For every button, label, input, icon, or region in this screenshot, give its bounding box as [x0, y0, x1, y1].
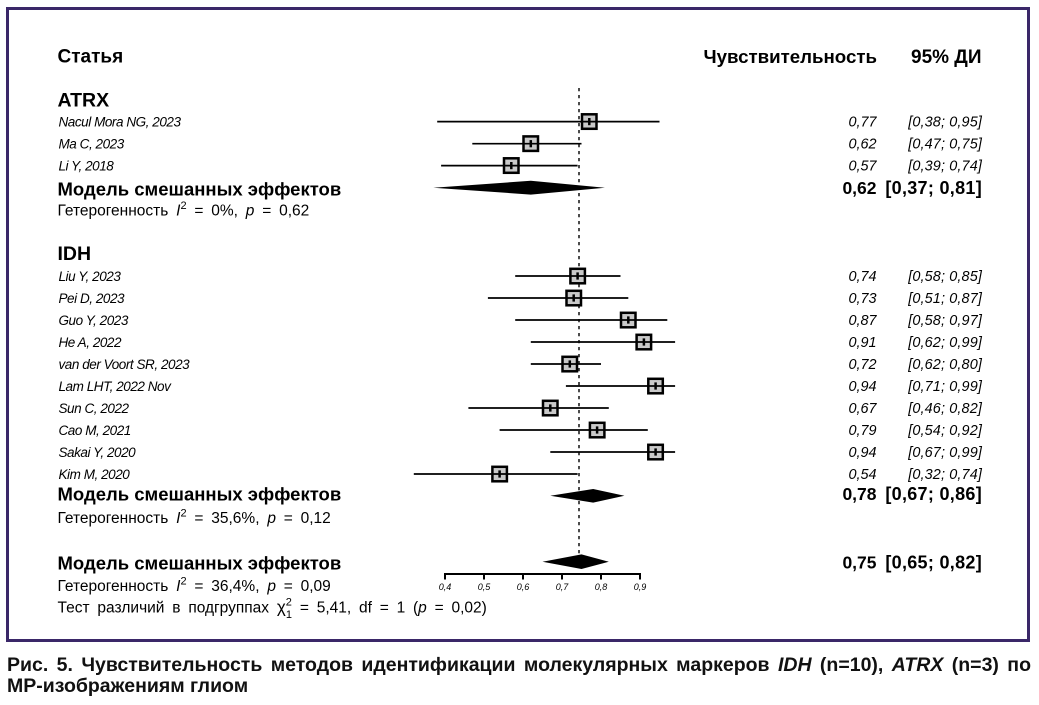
svg-text:0,57: 0,57 [848, 159, 877, 175]
svg-text:[0,37; 0,81]: [0,37; 0,81] [885, 178, 982, 198]
svg-text:He A, 2022: He A, 2022 [59, 335, 122, 350]
svg-text:Cao M, 2021: Cao M, 2021 [59, 423, 131, 438]
svg-text:Kim M, 2020: Kim M, 2020 [59, 467, 131, 482]
svg-text:Статья: Статья [58, 47, 124, 68]
svg-text:IDH: IDH [58, 243, 92, 265]
svg-text:0,77: 0,77 [848, 115, 877, 131]
svg-text:[0,47; 0,75]: [0,47; 0,75] [907, 137, 983, 153]
svg-text:Гетерогенность I2 = 0%, p = 0,: Гетерогенность I2 = 0%, p = 0,62 [58, 200, 310, 220]
svg-text:Sakai Y, 2020: Sakai Y, 2020 [59, 445, 137, 460]
svg-text:Ma C, 2023: Ma C, 2023 [59, 137, 125, 152]
svg-text:ATRX: ATRX [58, 90, 110, 112]
svg-text:Guo Y, 2023: Guo Y, 2023 [59, 313, 129, 328]
svg-text:0,94: 0,94 [848, 379, 876, 395]
svg-text:[0,38; 0,95]: [0,38; 0,95] [907, 115, 983, 131]
svg-text:0,6: 0,6 [517, 582, 530, 592]
svg-text:[0,58; 0,85]: [0,58; 0,85] [907, 269, 983, 285]
svg-text:[0,62; 0,99]: [0,62; 0,99] [907, 335, 983, 351]
svg-text:[0,54; 0,92]: [0,54; 0,92] [907, 423, 983, 439]
svg-text:0,8: 0,8 [595, 582, 608, 592]
svg-text:[0,32; 0,74]: [0,32; 0,74] [907, 467, 983, 483]
svg-text:[0,62; 0,80]: [0,62; 0,80] [907, 357, 983, 373]
svg-text:Модель смешанных эффектов: Модель смешанных эффектов [58, 179, 342, 200]
svg-text:Li Y, 2018: Li Y, 2018 [59, 159, 115, 174]
svg-text:0,74: 0,74 [848, 269, 876, 285]
svg-text:[0,39; 0,74]: [0,39; 0,74] [907, 159, 983, 175]
svg-text:0,5: 0,5 [478, 582, 492, 592]
svg-text:0,67: 0,67 [848, 401, 877, 417]
svg-text:0,75: 0,75 [842, 552, 876, 572]
svg-text:[0,71; 0,99]: [0,71; 0,99] [907, 379, 983, 395]
svg-text:Гетерогенность I2 = 35,6%, p =: Гетерогенность I2 = 35,6%, p = 0,12 [58, 508, 331, 528]
svg-text:Lam LHT, 2022 Nov: Lam LHT, 2022 Nov [59, 379, 173, 394]
svg-text:0,79: 0,79 [848, 423, 876, 439]
svg-text:0,62: 0,62 [848, 137, 876, 153]
svg-text:0,94: 0,94 [848, 445, 876, 461]
svg-text:[0,46; 0,82]: [0,46; 0,82] [907, 401, 983, 417]
svg-text:0,54: 0,54 [848, 467, 876, 483]
svg-text:0,87: 0,87 [848, 313, 877, 329]
svg-text:[0,58; 0,97]: [0,58; 0,97] [907, 313, 983, 329]
svg-text:0,91: 0,91 [848, 335, 876, 351]
svg-text:Гетерогенность I2 = 36,4%, p =: Гетерогенность I2 = 36,4%, p = 0,09 [58, 576, 331, 596]
svg-text:0,72: 0,72 [848, 357, 876, 373]
svg-text:Чувствительность: Чувствительность [704, 46, 877, 67]
svg-text:0,4: 0,4 [439, 582, 452, 592]
svg-text:Модель смешанных эффектов: Модель смешанных эффектов [58, 484, 342, 505]
svg-text:0,78: 0,78 [842, 484, 876, 504]
svg-text:Sun C, 2022: Sun C, 2022 [59, 401, 130, 416]
svg-text:Liu Y, 2023: Liu Y, 2023 [59, 269, 122, 284]
svg-text:van der Voort SR, 2023: van der Voort SR, 2023 [59, 357, 191, 372]
svg-text:[0,51; 0,87]: [0,51; 0,87] [907, 291, 983, 307]
svg-text:95% ДИ: 95% ДИ [911, 47, 982, 68]
svg-text:0,7: 0,7 [556, 582, 570, 592]
svg-text:Модель смешанных эффектов: Модель смешанных эффектов [58, 553, 342, 574]
svg-text:0,73: 0,73 [848, 291, 876, 307]
svg-text:0,62: 0,62 [842, 178, 876, 198]
svg-text:Nacul Mora NG, 2023: Nacul Mora NG, 2023 [59, 115, 182, 130]
svg-text:[0,67; 0,99]: [0,67; 0,99] [907, 445, 983, 461]
svg-text:Pei D, 2023: Pei D, 2023 [59, 291, 126, 306]
svg-text:[0,65; 0,82]: [0,65; 0,82] [885, 552, 982, 572]
svg-text:[0,67; 0,86]: [0,67; 0,86] [885, 484, 982, 504]
svg-text:0,9: 0,9 [634, 582, 647, 592]
